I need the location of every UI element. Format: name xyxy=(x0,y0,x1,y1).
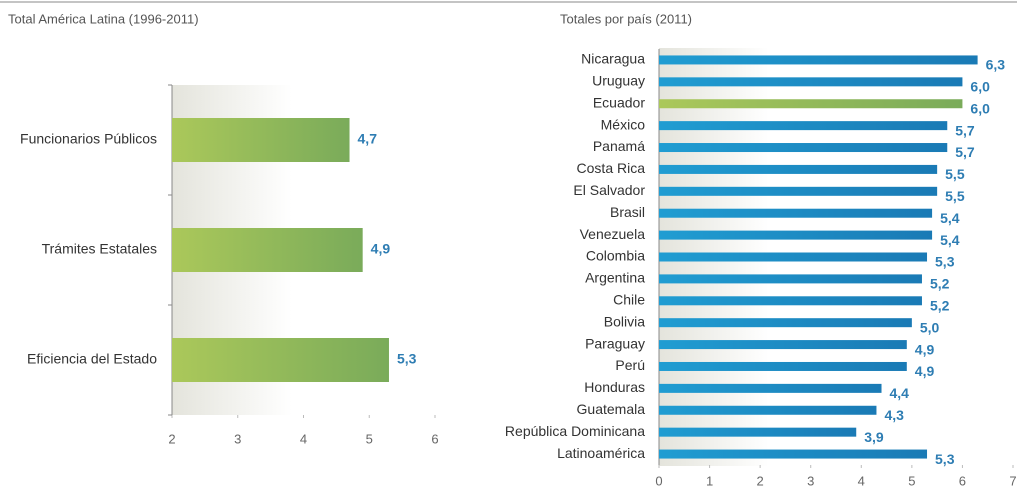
category-label: Argentina xyxy=(585,270,645,286)
bar xyxy=(659,296,922,306)
category-label: Ecuador xyxy=(593,94,645,110)
category-label: Uruguay xyxy=(592,73,645,89)
bar xyxy=(659,186,938,196)
x-tick-label: 6 xyxy=(959,473,966,488)
value-label: 5,3 xyxy=(935,254,955,270)
value-label: 5,0 xyxy=(920,319,940,335)
value-label: 5,7 xyxy=(955,144,975,160)
category-label: México xyxy=(601,116,646,132)
x-tick-label: 4 xyxy=(858,473,865,488)
chart-title: Totales por país (2011) xyxy=(560,11,692,26)
bar xyxy=(172,228,363,272)
value-label: 6,3 xyxy=(986,57,1006,73)
category-label: Eficiencia del Estado xyxy=(27,351,157,367)
bar xyxy=(659,340,907,350)
x-tick-label: 5 xyxy=(908,473,915,488)
x-tick-label: 3 xyxy=(807,473,814,488)
category-label: Costa Rica xyxy=(577,160,646,176)
bar xyxy=(659,121,948,131)
bar xyxy=(659,318,912,328)
x-tick-label: 7 xyxy=(1009,473,1016,488)
value-label: 4,4 xyxy=(890,385,910,401)
value-label: 4,9 xyxy=(371,241,391,257)
x-tick-label: 5 xyxy=(366,431,373,446)
category-label: Honduras xyxy=(584,379,645,395)
bar xyxy=(659,361,907,371)
bar xyxy=(659,77,963,87)
value-label: 5,7 xyxy=(955,122,975,138)
bar xyxy=(659,274,922,284)
value-label: 6,0 xyxy=(970,79,990,95)
value-label: 4,9 xyxy=(915,341,935,357)
category-label: Latinoamérica xyxy=(557,445,645,461)
bar xyxy=(659,164,938,174)
value-label: 5,3 xyxy=(935,451,955,467)
bar xyxy=(659,383,882,393)
bar xyxy=(172,118,350,162)
value-label: 5,2 xyxy=(930,297,950,313)
chart-title: Total América Latina (1996-2011) xyxy=(8,11,199,26)
category-label: Guatemala xyxy=(577,401,646,417)
category-label: Venezuela xyxy=(580,226,646,242)
value-label: 4,9 xyxy=(915,363,935,379)
x-tick-label: 1 xyxy=(706,473,713,488)
value-label: 4,7 xyxy=(358,131,378,147)
bar xyxy=(659,99,963,109)
bar xyxy=(659,252,928,262)
value-label: 4,3 xyxy=(884,407,904,423)
value-label: 3,9 xyxy=(864,429,884,445)
x-tick-label: 2 xyxy=(168,431,175,446)
x-tick-label: 3 xyxy=(234,431,241,446)
value-label: 5,5 xyxy=(945,188,965,204)
value-label: 5,3 xyxy=(397,351,417,367)
category-label: Chile xyxy=(613,291,645,307)
bar xyxy=(659,405,877,415)
value-label: 5,5 xyxy=(945,166,965,182)
category-label: República Dominicana xyxy=(505,423,645,439)
x-tick-label: 0 xyxy=(655,473,662,488)
category-label: Panamá xyxy=(593,138,645,154)
bar xyxy=(659,55,978,65)
x-tick-label: 6 xyxy=(431,431,438,446)
value-label: 5,4 xyxy=(940,232,960,248)
bar xyxy=(172,338,389,382)
value-label: 5,2 xyxy=(930,276,950,292)
category-label: Paraguay xyxy=(585,335,645,351)
category-label: Colombia xyxy=(586,248,645,264)
category-label: Brasil xyxy=(610,204,645,220)
x-tick-label: 2 xyxy=(757,473,764,488)
x-tick-label: 4 xyxy=(300,431,307,446)
category-label: Bolivia xyxy=(604,313,645,329)
bar xyxy=(659,208,933,218)
category-label: Perú xyxy=(615,357,645,373)
bar xyxy=(659,230,933,240)
value-label: 6,0 xyxy=(970,100,990,116)
bar xyxy=(659,427,857,437)
category-label: Funcionarios Públicos xyxy=(20,131,157,147)
bar xyxy=(659,143,948,153)
bar xyxy=(659,449,928,459)
value-label: 5,4 xyxy=(940,210,960,226)
category-label: El Salvador xyxy=(573,182,645,198)
category-label: Trámites Estatales xyxy=(42,241,157,257)
category-label: Nicaragua xyxy=(581,51,645,67)
